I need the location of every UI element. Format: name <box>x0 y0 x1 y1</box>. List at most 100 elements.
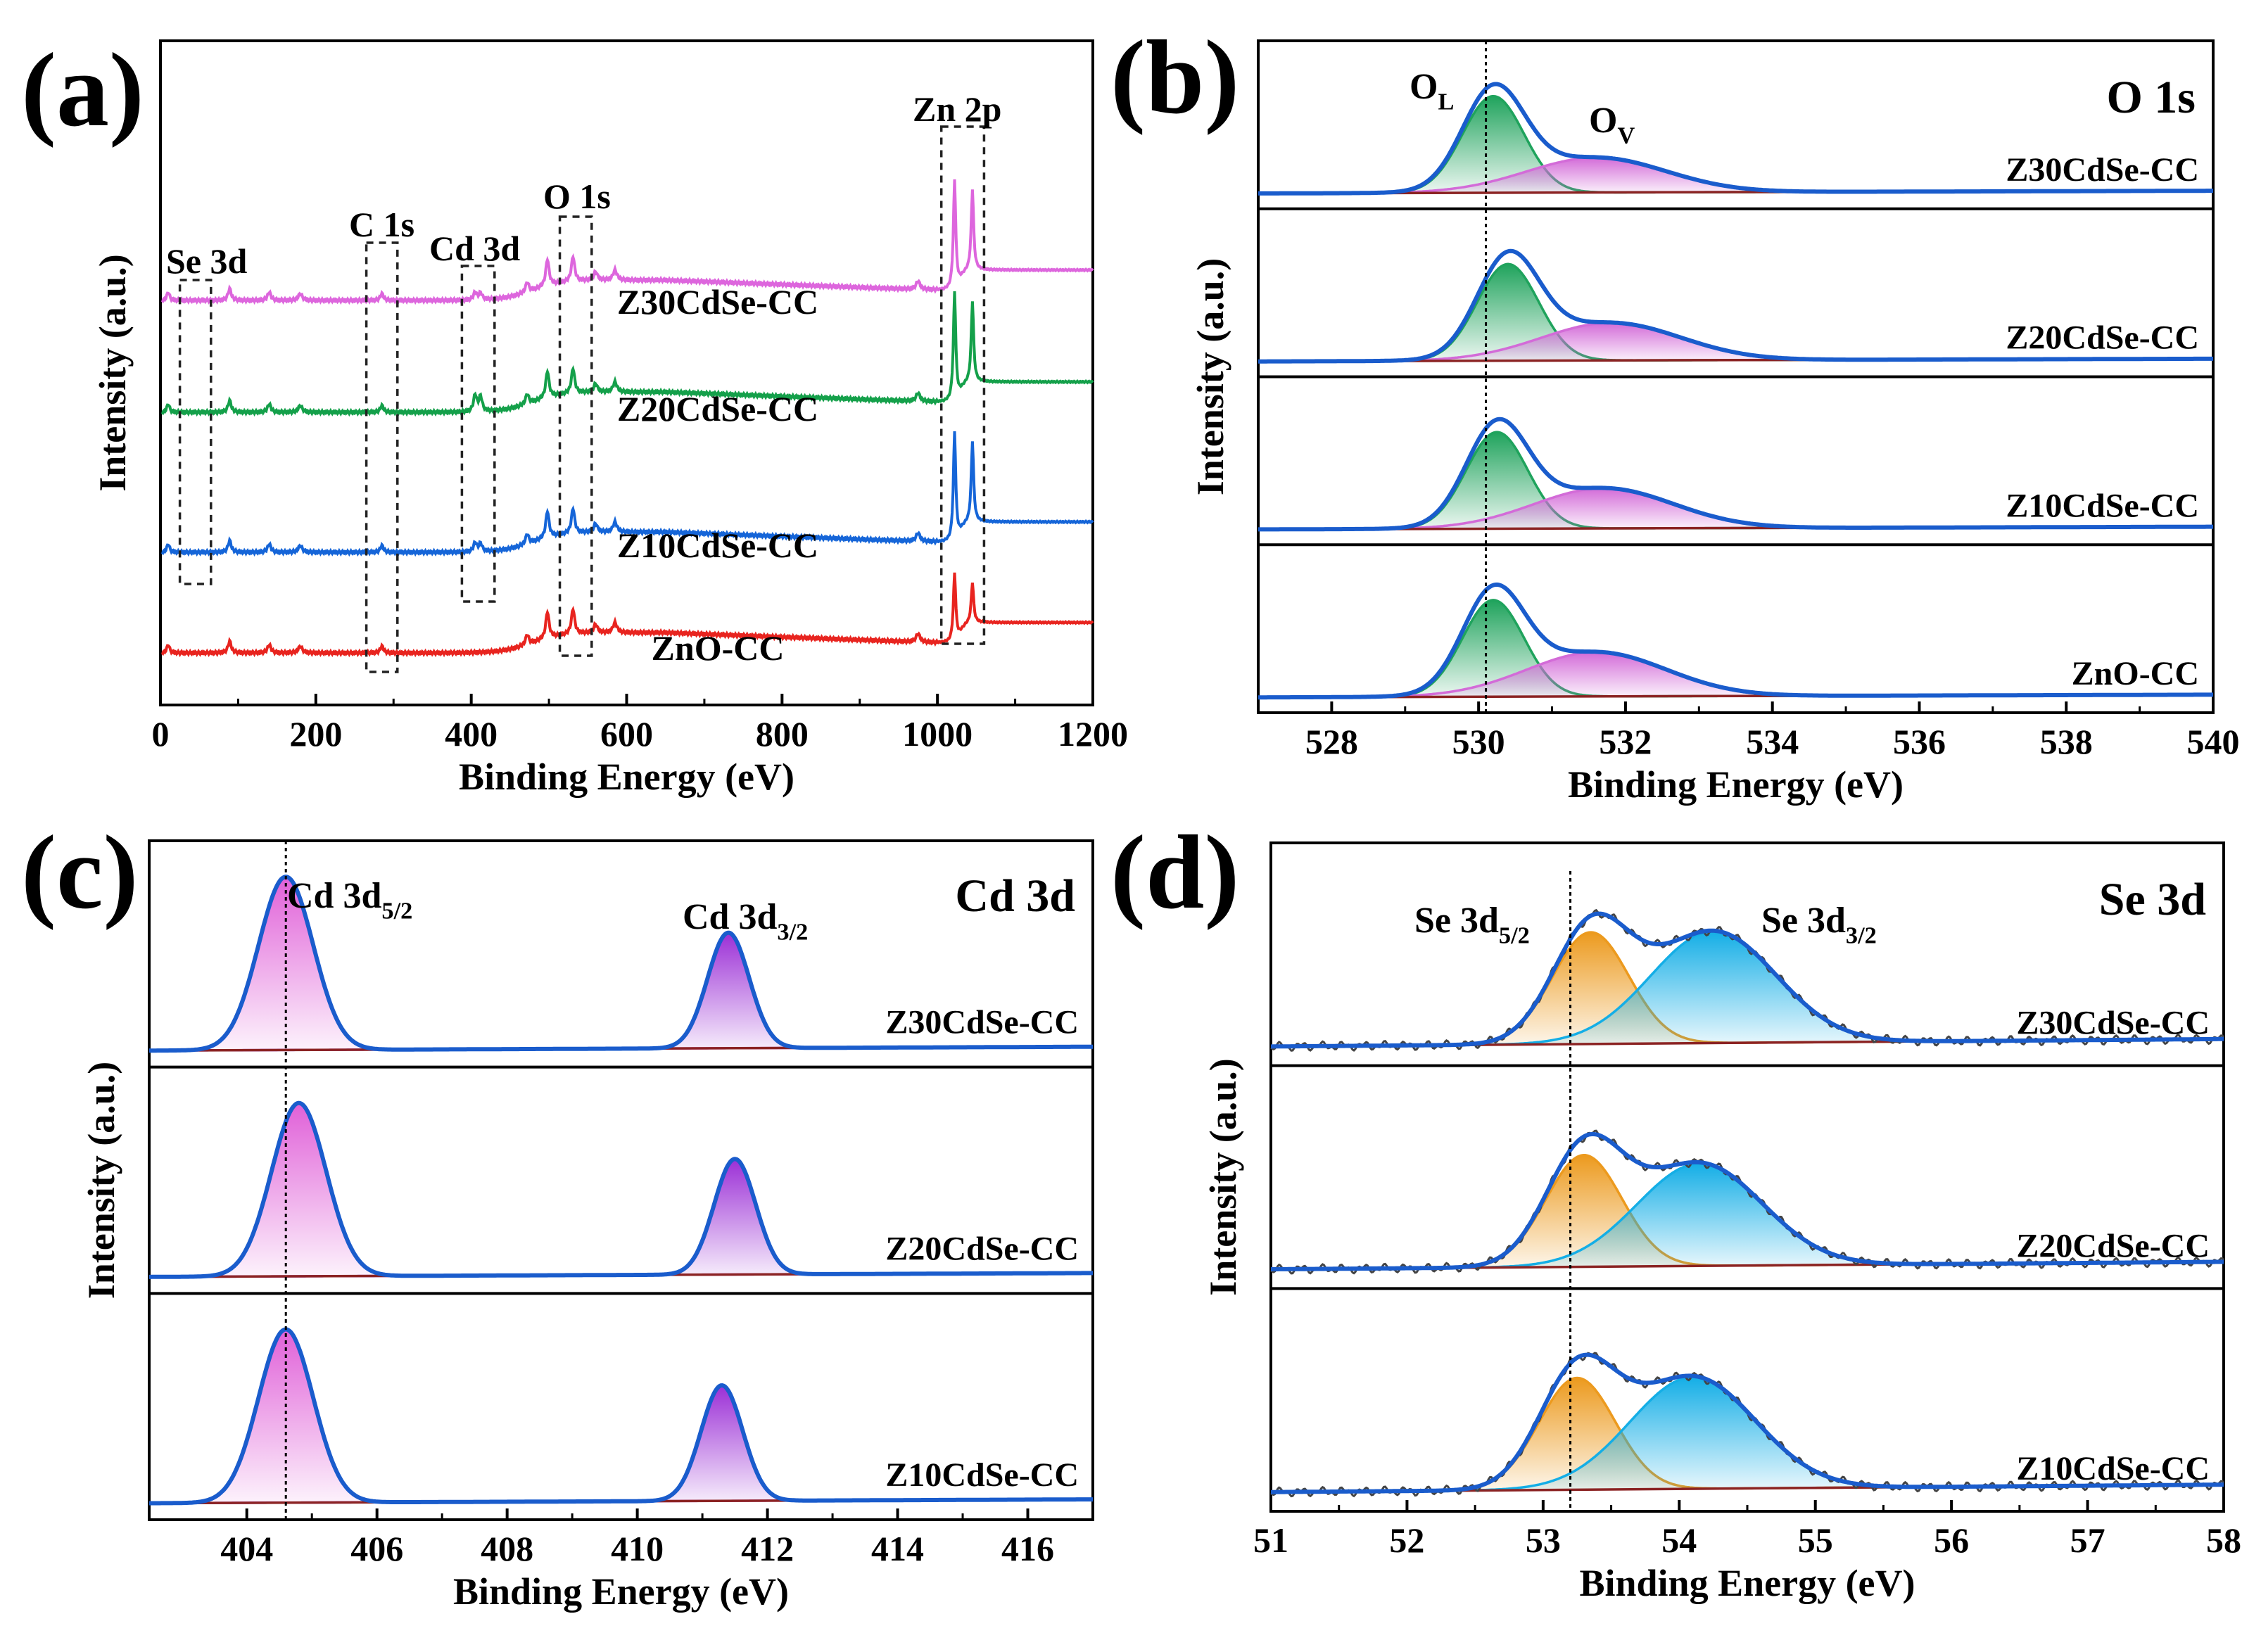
x-tick-label: 538 <box>2040 722 2093 761</box>
panel-label-a: (a) <box>21 32 144 148</box>
sample-label: Z30CdSe-CC <box>2006 151 2199 189</box>
x-tick-label: 408 <box>481 1529 533 1568</box>
x-tick-label: 536 <box>1893 722 1946 761</box>
x-tick-label: 414 <box>871 1529 924 1568</box>
x-tick-label: 412 <box>741 1529 794 1568</box>
panel-title: Se 3d <box>2099 874 2206 925</box>
component-fill <box>1271 1377 2224 1492</box>
x-tick-label: 800 <box>756 714 809 754</box>
x-tick-label: 58 <box>2206 1520 2241 1560</box>
panel-d-frame: 51 52 53 54 55 56 57 58 Binding Energy (eV) Inten… <box>1202 841 2241 1604</box>
x-tick-label: 52 <box>1389 1520 1424 1560</box>
component-line-O_L <box>1258 599 2213 699</box>
x-tick-label: 404 <box>220 1529 273 1568</box>
envelope-line <box>149 1327 1093 1506</box>
panel-b-frame: 528 530 532 534 536 538 540 Binding Energy (eV)… <box>1189 39 2240 806</box>
x-tick-label: 56 <box>1934 1520 1969 1560</box>
panel-c-frame: 404 406 408 410 412 414 416 Binding Energy (eV)… <box>80 839 1094 1613</box>
panel-label-c: (c) <box>21 814 138 931</box>
x-tick-label: 406 <box>350 1529 403 1568</box>
component-fill <box>1258 264 2213 362</box>
x-axis-label: Binding Energy (eV) <box>1568 763 1904 806</box>
panel-label-b: (b) <box>1110 19 1239 136</box>
x-tick-label: 1200 <box>1058 714 1128 754</box>
y-axis-label: Intensity (a.u.) <box>1189 258 1231 496</box>
envelope-line <box>1258 417 2213 532</box>
panel-b-spectra: Z30CdSe-CC Z20CdSe-CC Z10CdSe-CC ZnO-CC O 1s… <box>1258 41 2214 713</box>
envelope-line <box>1258 82 2213 196</box>
sample-label: Z30CdSe-CC <box>2016 1005 2210 1042</box>
component-fill <box>1271 1163 2224 1270</box>
x-tick-label: 530 <box>1452 722 1505 761</box>
x-tick-label: 532 <box>1599 722 1652 761</box>
series-label: Z30CdSe-CC <box>617 282 818 322</box>
component-fill <box>149 1103 1093 1277</box>
x-tick-label: 600 <box>600 714 653 754</box>
component-label: Cd 3d5/2 <box>287 876 412 925</box>
peak-annotation: Cd 3d <box>429 229 520 268</box>
envelope-line <box>1271 1132 2224 1271</box>
panel-title: Cd 3d <box>955 870 1075 922</box>
panel-c-spectra: Z30CdSe-CC Z20CdSe-CC Z10CdSe-CC Cd 3d Cd 3d… <box>148 841 1094 1520</box>
plot-frame <box>148 839 1094 1521</box>
sample-label: Z10CdSe-CC <box>2006 487 2199 524</box>
component-fill <box>1258 96 2213 193</box>
sample-label: Z20CdSe-CC <box>885 1230 1079 1267</box>
component-fill <box>1258 652 2213 698</box>
panel-label-d: (d) <box>1110 814 1239 931</box>
x-tick-label: 410 <box>611 1529 664 1568</box>
component-label: Se 3d3/2 <box>1761 901 1877 949</box>
x-tick-label: 51 <box>1253 1520 1288 1560</box>
series-label: ZnO-CC <box>652 628 785 668</box>
region-box <box>365 241 399 673</box>
component-label: Se 3d5/2 <box>1414 901 1530 949</box>
component-fill <box>149 877 1093 1051</box>
series-line-Z30CdSe-CC <box>160 179 1094 305</box>
component-fill <box>1258 432 2213 530</box>
sample-label: Z10CdSe-CC <box>885 1456 1079 1494</box>
x-tick-label: 534 <box>1746 722 1799 761</box>
x-tick-label: 55 <box>1798 1520 1833 1560</box>
series-line-Z20CdSe-CC <box>160 291 1094 417</box>
envelope-line <box>149 1100 1093 1279</box>
x-tick-label: 200 <box>289 714 342 754</box>
x-tick-label: 528 <box>1305 722 1358 761</box>
envelope-line <box>1258 248 2213 364</box>
region-box <box>178 279 213 585</box>
sample-label: Z30CdSe-CC <box>885 1004 1079 1041</box>
series-line-Z10CdSe-CC <box>160 431 1094 557</box>
y-axis-label: Intensity (a.u.) <box>1202 1058 1244 1296</box>
component-fill <box>1271 931 2224 1047</box>
component-fill <box>149 1329 1093 1504</box>
y-axis-label: Intensity (a.u.) <box>91 254 134 492</box>
x-tick-label: 54 <box>1661 1520 1697 1560</box>
peak-annotation: Se 3d <box>166 241 248 281</box>
series-line-ZnO-CC <box>160 572 1094 658</box>
series-label: Z20CdSe-CC <box>617 389 818 428</box>
peak-annotation: Zn 2p <box>913 89 1001 129</box>
x-axis-label: Binding Energy (eV) <box>459 756 794 798</box>
x-tick-label: 416 <box>1001 1529 1054 1568</box>
region-box <box>558 215 593 657</box>
region-box <box>460 265 496 603</box>
sample-label: ZnO-CC <box>2072 655 2199 692</box>
x-tick-label: 0 <box>152 714 170 754</box>
component-label: OL <box>1410 67 1454 115</box>
envelope-line <box>1271 911 2224 1049</box>
sample-label: Z10CdSe-CC <box>2016 1450 2210 1487</box>
x-tick-label: 540 <box>2187 722 2240 761</box>
x-tick-label: 1000 <box>902 714 973 754</box>
x-axis-label: Binding Energy (eV) <box>1579 1562 1915 1604</box>
envelope-line <box>1271 1352 2224 1494</box>
panel-a-spectra: ZnO-CC Z10CdSe-CC Z20CdSe-CC Z30CdSe-CC Se 3… <box>160 89 1094 673</box>
series-label: Z10CdSe-CC <box>617 526 818 565</box>
y-axis-label: Intensity (a.u.) <box>80 1062 122 1300</box>
peak-annotation: O 1s <box>543 177 611 216</box>
peak-annotation: C 1s <box>349 205 414 244</box>
x-tick-label: 57 <box>2070 1520 2105 1560</box>
component-fill <box>1258 488 2213 530</box>
envelope-line <box>1258 582 2213 700</box>
x-tick-label: 53 <box>1526 1520 1561 1560</box>
x-tick-label: 400 <box>445 714 498 754</box>
